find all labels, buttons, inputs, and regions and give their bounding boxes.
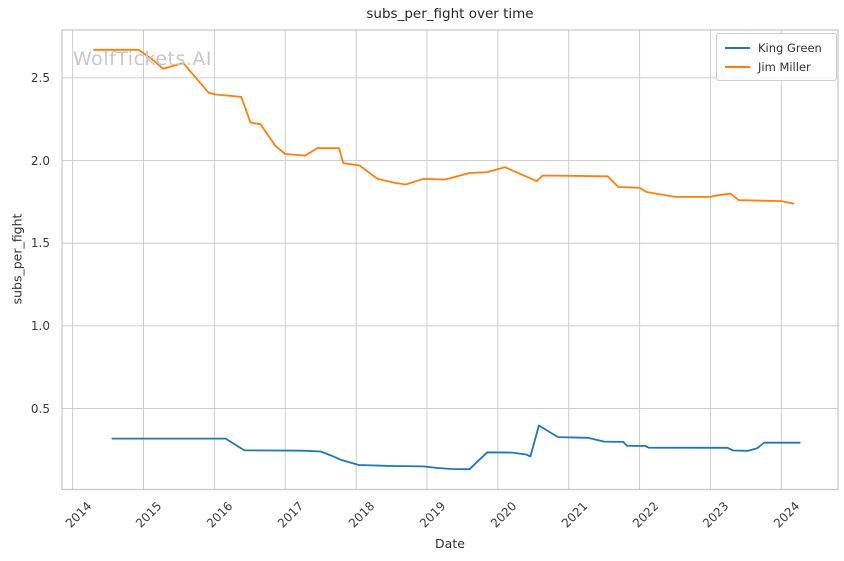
legend-item-king-green: King Green — [725, 40, 826, 55]
legend-line-swatch — [725, 46, 750, 49]
legend-label: King Green — [758, 40, 822, 55]
legend: King Green Jim Miller — [716, 33, 837, 81]
y-tick-label: 2.5 — [30, 70, 50, 85]
plot-border — [61, 29, 839, 491]
legend-item-jim-miller: Jim Miller — [725, 59, 826, 74]
chart-title: subs_per_fight over time — [366, 6, 534, 22]
y-axis-label: subs_per_fight — [9, 213, 25, 305]
y-tick-label: 2.0 — [30, 153, 50, 168]
y-tick-label: 1.5 — [30, 236, 50, 251]
legend-label: Jim Miller — [758, 59, 811, 74]
legend-line-swatch — [725, 65, 750, 68]
x-axis-label: Date — [435, 536, 465, 551]
y-tick-label: 0.5 — [30, 401, 50, 416]
series-line-king-green — [111, 424, 801, 471]
series-line-jim-miller — [93, 48, 795, 205]
watermark: WolfTickets.AI — [73, 48, 213, 70]
y-tick-label: 1.0 — [30, 318, 50, 333]
